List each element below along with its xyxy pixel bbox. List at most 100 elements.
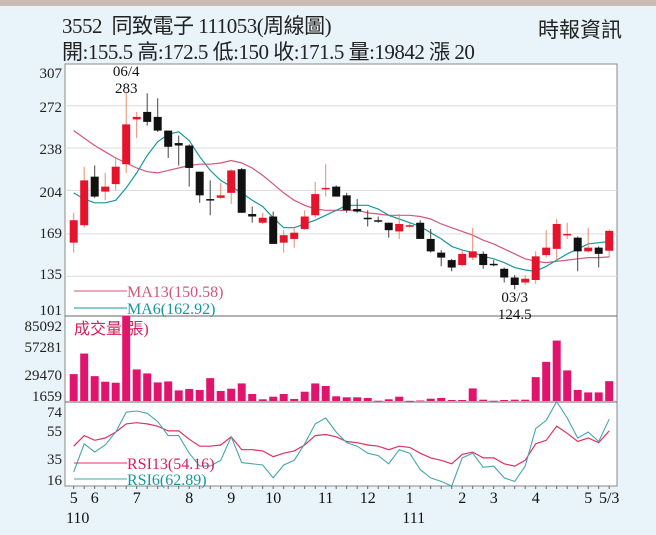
candle-body xyxy=(342,195,351,211)
candle-body xyxy=(542,247,551,256)
candle-body xyxy=(426,238,435,252)
candle-body xyxy=(447,260,456,268)
candle-body xyxy=(363,217,372,220)
candle-body xyxy=(552,223,561,249)
volume-bar xyxy=(552,340,561,401)
source-label: 時報資訊 xyxy=(538,18,622,42)
volume-bar xyxy=(80,353,89,401)
volume-bar xyxy=(605,381,614,401)
volume-bar xyxy=(447,400,456,401)
candle-body xyxy=(458,253,467,266)
high-date-label: 06/4 xyxy=(113,64,140,80)
candle-body xyxy=(468,251,477,258)
candle-body xyxy=(500,268,509,278)
volume-bar xyxy=(395,396,404,401)
quote-summary: 開:155.5 高:172.5 低:150 收:171.5 量:19842 漲 … xyxy=(62,40,475,64)
month-label: 5 xyxy=(70,490,78,507)
candle-body xyxy=(405,225,414,227)
month-label: 6 xyxy=(91,490,99,507)
rsi-tick-label: 35 xyxy=(47,452,62,468)
volume-bar xyxy=(416,400,425,402)
volume-bar xyxy=(500,400,509,401)
volume-bar xyxy=(69,374,78,401)
volume-bar xyxy=(489,400,498,402)
price-tick-label: 238 xyxy=(40,142,63,158)
candle-body xyxy=(174,143,183,146)
volume-bar xyxy=(321,386,330,401)
year-label: 111 xyxy=(402,510,425,527)
volume-tick-label: 29470 xyxy=(25,368,63,384)
volume-bar xyxy=(195,390,204,401)
candle-body xyxy=(531,256,540,280)
volume-bar xyxy=(437,398,446,401)
candle-body xyxy=(594,247,603,254)
month-label: 11 xyxy=(318,490,333,507)
candle-body xyxy=(437,252,446,258)
candle-body xyxy=(258,217,267,223)
candle-body xyxy=(563,233,572,236)
candle-body xyxy=(132,116,141,120)
candle-body xyxy=(374,220,383,222)
volume-bar xyxy=(227,388,236,401)
candle-body xyxy=(227,170,236,193)
candle-body xyxy=(521,278,530,283)
volume-bar xyxy=(164,381,173,401)
candle-body xyxy=(164,130,173,147)
candle-body xyxy=(290,232,299,239)
candle-body xyxy=(206,199,215,201)
month-label: 12 xyxy=(360,490,376,507)
rsi-tick-label: 16 xyxy=(47,473,63,489)
top-border xyxy=(0,0,656,6)
candle-body xyxy=(216,195,225,198)
price-tick-label: 204 xyxy=(40,185,63,201)
month-label: 9 xyxy=(227,490,235,507)
plot-area xyxy=(64,63,618,487)
high-value-label: 283 xyxy=(115,81,138,97)
volume-bar xyxy=(426,398,435,401)
volume-bar xyxy=(353,397,362,401)
volume-bar xyxy=(174,390,183,401)
volume-bar xyxy=(90,376,99,401)
volume-bar xyxy=(111,382,120,401)
volume-bar xyxy=(573,390,582,401)
volume-bar xyxy=(143,373,152,401)
candle-body xyxy=(143,111,152,122)
volume-bar xyxy=(206,378,215,401)
candle-body xyxy=(69,220,78,243)
volume-bar xyxy=(458,400,467,401)
rsi-tick-label: 74 xyxy=(47,405,63,421)
candle-body xyxy=(479,253,488,266)
low-value-label: 124.5 xyxy=(498,307,532,323)
volume-bar xyxy=(101,381,110,401)
candle-body xyxy=(101,186,110,192)
volume-bar xyxy=(374,400,383,402)
candle-body xyxy=(584,247,593,252)
candle-body xyxy=(510,277,519,285)
volume-bar xyxy=(216,391,225,401)
candle-body xyxy=(353,209,362,212)
volume-tick-label: 85092 xyxy=(25,319,63,335)
volume-bar xyxy=(311,383,320,401)
candle-body xyxy=(111,166,120,185)
volume-tick-label: 57281 xyxy=(25,340,63,356)
month-label: 2 xyxy=(458,490,466,507)
volume-bar xyxy=(153,382,162,401)
price-tick-label: 307 xyxy=(40,66,63,82)
candle-body xyxy=(300,216,309,229)
volume-bar xyxy=(510,399,519,401)
month-label: 7 xyxy=(133,490,141,507)
ma6-legend-label: MA6(162.92) xyxy=(127,301,215,318)
low-date-label: 03/3 xyxy=(501,290,528,306)
volume-bar xyxy=(479,399,488,401)
month-label: 3 xyxy=(490,490,498,507)
volume-bar xyxy=(521,399,530,401)
volume-bar xyxy=(542,361,551,401)
volume-bar xyxy=(269,396,278,401)
price-tick-label: 272 xyxy=(40,100,63,116)
volume-bar xyxy=(279,394,288,401)
month-label: 5 xyxy=(584,490,592,507)
candle-body xyxy=(90,176,99,197)
candle-body xyxy=(384,222,393,231)
month-label: 1 xyxy=(406,490,414,507)
month-label: 8 xyxy=(185,490,193,507)
